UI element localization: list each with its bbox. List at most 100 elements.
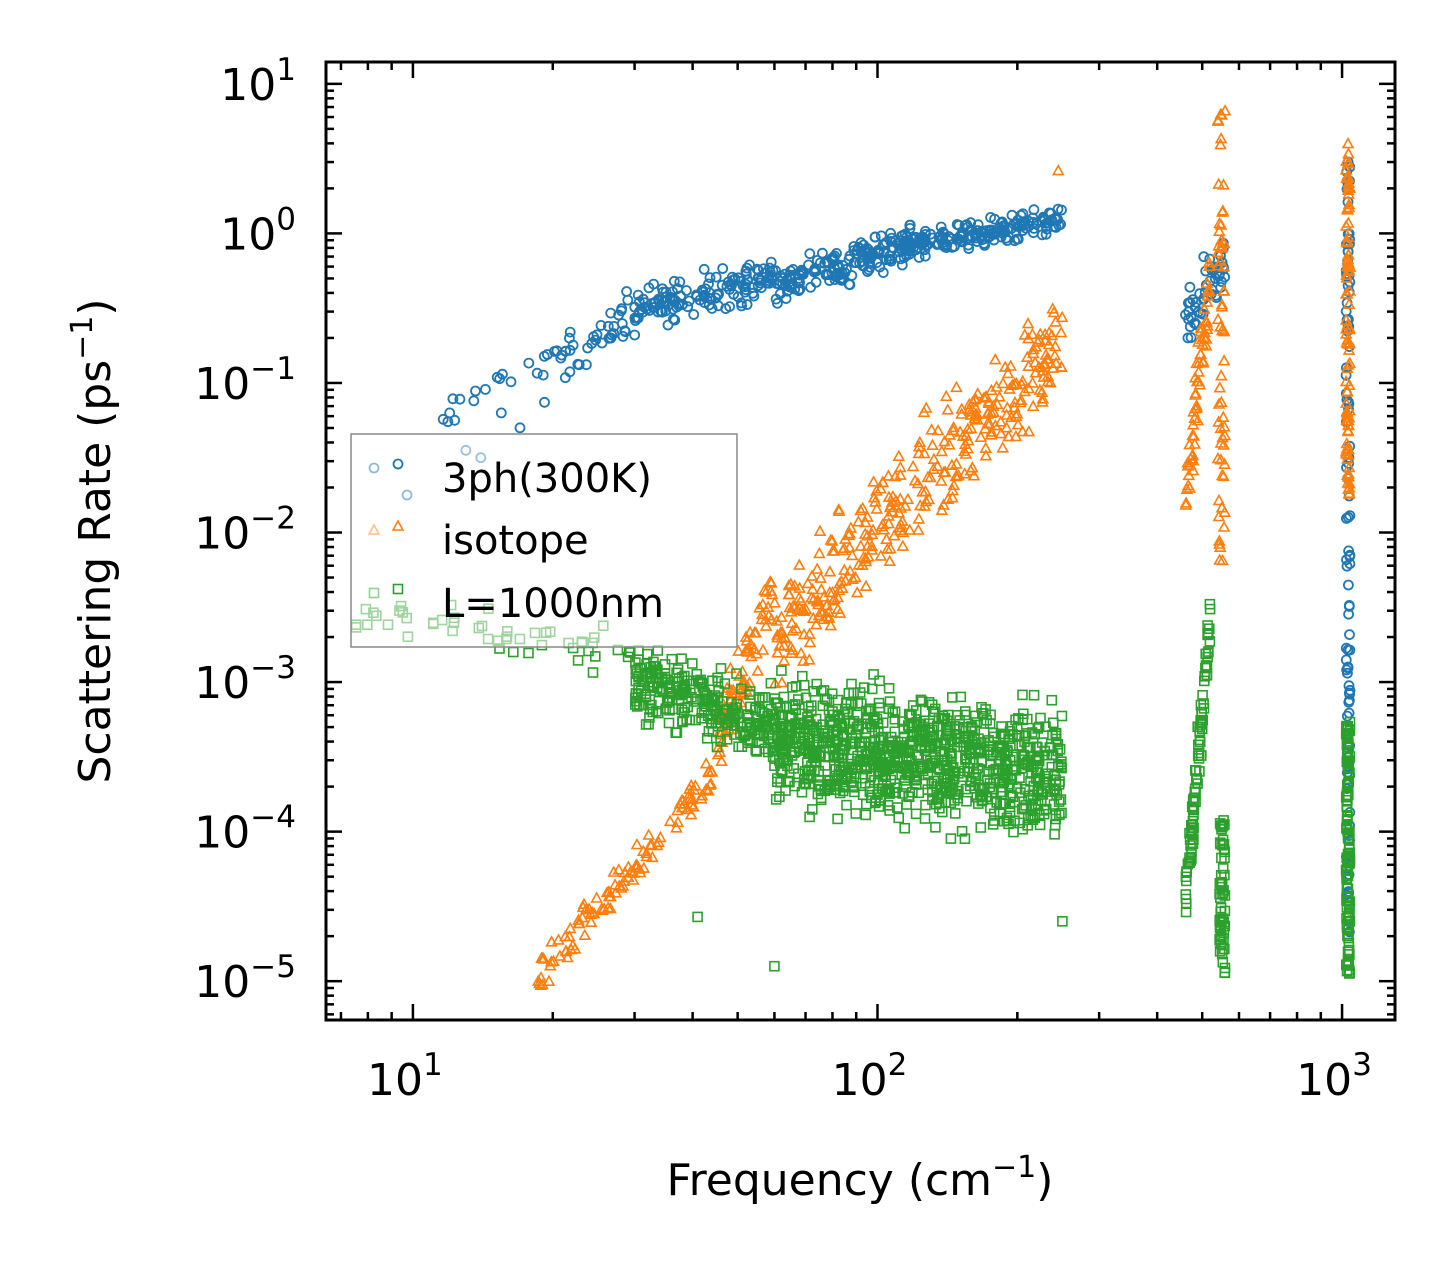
isotope-point xyxy=(1027,346,1040,359)
isotope-point xyxy=(1026,399,1040,412)
boundary-point xyxy=(1343,964,1355,976)
series-layer xyxy=(350,104,1357,991)
legend-marker xyxy=(368,462,380,474)
isotope-point xyxy=(1213,540,1227,553)
isotope-point xyxy=(911,476,925,489)
boundary-point xyxy=(731,668,742,679)
boundary-point xyxy=(671,667,682,679)
boundary-point xyxy=(869,759,881,771)
isotope-point xyxy=(572,916,586,929)
3ph-point xyxy=(979,239,990,251)
boundary-point xyxy=(856,761,867,773)
boundary-point xyxy=(1056,710,1068,722)
3ph-point xyxy=(817,247,828,259)
3ph-point xyxy=(588,331,599,343)
boundary-point xyxy=(1196,708,1207,720)
boundary-point xyxy=(1197,689,1208,701)
boundary-point xyxy=(1003,818,1014,830)
isotope-point xyxy=(1342,297,1356,310)
tick-layer xyxy=(326,62,1395,1020)
isotope-point xyxy=(979,449,993,461)
boundary-point xyxy=(710,717,722,729)
isotope-point xyxy=(1213,381,1227,393)
boundary-point xyxy=(670,727,682,739)
boundary-point xyxy=(1189,786,1201,798)
boundary-point xyxy=(719,678,731,689)
3ph-point xyxy=(653,293,664,305)
isotope-point xyxy=(1214,138,1227,150)
3ph-point xyxy=(724,283,735,295)
3ph-point xyxy=(1342,511,1354,523)
isotope-point xyxy=(751,664,765,676)
isotope-point xyxy=(931,423,945,436)
boundary-point xyxy=(804,811,815,823)
boundary-point xyxy=(998,776,1010,788)
boundary-point xyxy=(846,732,858,744)
isotope-point xyxy=(775,676,789,688)
isotope-point xyxy=(852,558,866,570)
isotope-point xyxy=(793,581,806,593)
3ph-point xyxy=(1023,215,1034,227)
3ph-point xyxy=(683,295,695,307)
boundary-point xyxy=(1049,828,1060,840)
3ph-point xyxy=(753,265,764,276)
isotope-point xyxy=(536,977,549,990)
boundary-point xyxy=(915,694,927,706)
boundary-point xyxy=(910,808,922,820)
boundary-point xyxy=(751,746,763,757)
3ph-point xyxy=(648,278,659,290)
isotope-point xyxy=(939,389,953,402)
boundary-point xyxy=(1018,802,1030,814)
boundary-point xyxy=(801,719,813,731)
isotope-point xyxy=(1001,366,1015,379)
isotope-point xyxy=(612,863,626,875)
isotope-point xyxy=(683,787,696,799)
isotope-point xyxy=(1194,347,1207,360)
3ph-point xyxy=(619,325,631,337)
boundary-point xyxy=(715,735,726,747)
3ph-point xyxy=(811,254,823,266)
boundary-point xyxy=(911,767,922,779)
3ph-point xyxy=(700,283,711,295)
isotope-point xyxy=(1216,410,1230,423)
3ph-point xyxy=(495,407,507,419)
boundary-point xyxy=(757,692,768,703)
boundary-point xyxy=(796,708,808,720)
3ph-point xyxy=(752,272,764,284)
isotope-point xyxy=(979,441,993,454)
legend-marker xyxy=(391,519,405,531)
boundary-point xyxy=(830,764,842,775)
boundary-point xyxy=(836,745,848,756)
boundary-point xyxy=(673,673,685,684)
isotope-point xyxy=(823,565,837,577)
isotope-point xyxy=(786,624,800,636)
boundary-point xyxy=(1193,739,1204,751)
isotope-point xyxy=(917,405,931,418)
3ph-point xyxy=(781,285,793,297)
boundary-point xyxy=(849,786,860,798)
boundary-point xyxy=(678,687,690,698)
isotope-point xyxy=(1342,187,1355,199)
boundary-point xyxy=(1180,871,1192,883)
isotope-point xyxy=(861,510,874,522)
isotope-point xyxy=(1216,431,1229,443)
isotope-point xyxy=(630,837,644,850)
tick-label-layer: 101 102 103 101 100 10−1 10−2 10−3 10−4 10−5 xyxy=(194,52,1372,1106)
boundary-point xyxy=(916,696,928,707)
boundary-point xyxy=(910,774,922,786)
boundary-point xyxy=(872,761,884,773)
isotope-point xyxy=(985,406,998,419)
3ph-point xyxy=(602,320,614,332)
isotope-point xyxy=(981,405,995,418)
3ph-point xyxy=(970,232,982,244)
boundary-point xyxy=(572,655,584,666)
isotope-point xyxy=(942,438,956,450)
3ph-point xyxy=(1198,251,1210,263)
boundary-point xyxy=(895,742,907,754)
3ph-point xyxy=(606,329,618,341)
boundary-point xyxy=(1057,915,1068,927)
3ph-point xyxy=(531,367,543,379)
boundary-point xyxy=(1204,636,1216,647)
boundary-point xyxy=(1199,675,1210,687)
isotope-point xyxy=(850,586,864,598)
